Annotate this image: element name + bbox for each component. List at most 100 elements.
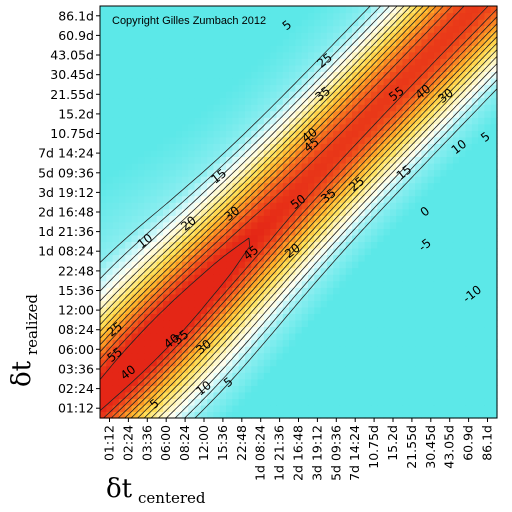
heatmap-cell [194,176,202,184]
heatmap-cell [213,149,221,158]
heatmap-cell [314,12,322,20]
heatmap-cell [131,12,139,20]
heatmap-cell [137,45,145,53]
heatmap-cell [452,51,460,59]
heatmap-cell [415,117,422,125]
heatmap-cell [377,332,385,341]
heatmap-cell [307,38,315,46]
heatmap-cell [364,293,372,301]
heatmap-cell [484,287,492,295]
heatmap-cell [263,398,271,406]
heatmap-cell [251,38,259,46]
heatmap-cell [276,64,284,72]
heatmap-cell [383,117,391,125]
heatmap-cell [270,6,278,14]
heatmap-cell [276,372,284,380]
heatmap-cell [427,372,435,380]
heatmap-cell [188,64,196,72]
heatmap-cell [125,346,133,354]
heatmap-cell [433,378,441,386]
heatmap-cell [131,254,139,262]
heatmap-cell [370,51,378,59]
heatmap-cell [490,319,498,328]
heatmap-cell [207,352,215,360]
heatmap-cell [131,51,139,59]
heatmap-cell [459,352,467,360]
heatmap-cell [446,169,454,177]
heatmap-cell [150,19,158,27]
heatmap-cell [389,32,397,40]
heatmap-cell [257,378,265,386]
heatmap-cell [326,221,334,229]
heatmap-cell [345,169,353,177]
heatmap-cell [200,365,208,373]
heatmap-cell [396,228,404,236]
heatmap-cell [169,91,177,99]
heatmap-cell [389,182,397,190]
heatmap-cell [314,261,322,269]
heatmap-cell [478,319,485,328]
heatmap-cell [156,130,164,138]
heatmap-cell [433,110,441,118]
y-tick-label: 1d 08:24 [38,244,94,259]
heatmap-cell [169,58,177,66]
heatmap-cell [156,38,164,46]
heatmap-cell [169,300,177,308]
heatmap-cell [402,97,410,105]
heatmap-cell [150,372,158,380]
heatmap-cell [226,58,233,66]
heatmap-cell [440,208,448,216]
heatmap-cell [333,169,341,177]
heatmap-cell [144,228,152,236]
heatmap-cell [465,241,473,249]
heatmap-cell [181,84,189,92]
heatmap-cell [478,300,485,308]
heatmap-cell [137,332,145,341]
heatmap-cell [213,91,221,99]
heatmap-cell [320,130,328,138]
heatmap-cell [459,398,467,406]
heatmap-cell [339,352,347,360]
heatmap-cell [326,404,334,413]
heatmap-cell [377,6,385,14]
heatmap-cell [471,274,479,282]
heatmap-cell [276,221,284,229]
heatmap-cell [452,104,460,112]
heatmap-cell [408,300,416,308]
heatmap-cell [314,339,322,347]
heatmap-cell [226,143,233,151]
heatmap-cell [207,25,215,33]
heatmap-cell [244,156,252,164]
heatmap-cell [377,64,385,72]
heatmap-cell [295,352,303,360]
heatmap-cell [484,32,492,40]
heatmap-cell [226,300,233,308]
heatmap-cell [144,136,152,144]
heatmap-cell [465,378,473,386]
heatmap-cell [282,267,290,275]
heatmap-cell [200,51,208,59]
heatmap-cell [156,32,164,40]
heatmap-cell [339,84,347,92]
heatmap-cell [175,313,183,321]
heatmap-cell [144,182,152,190]
heatmap-cell [213,19,221,27]
heatmap-cell [200,176,208,184]
heatmap-cell [333,123,341,131]
heatmap-cell [295,293,303,301]
heatmap-cell [251,228,259,236]
heatmap-cell [175,71,183,79]
heatmap-cell [175,91,183,99]
heatmap-cell [219,378,227,386]
heatmap-cell [465,117,473,125]
heatmap-cell [112,182,120,190]
heatmap-cell [339,110,347,118]
x-axis-title-main: δt [106,474,133,504]
heatmap-cell [131,365,139,373]
heatmap-cell [396,254,404,262]
heatmap-cell [295,287,303,295]
heatmap-cell [364,404,372,413]
heatmap-cell [144,6,152,14]
heatmap-cell [307,19,315,27]
heatmap-cell [118,372,126,380]
